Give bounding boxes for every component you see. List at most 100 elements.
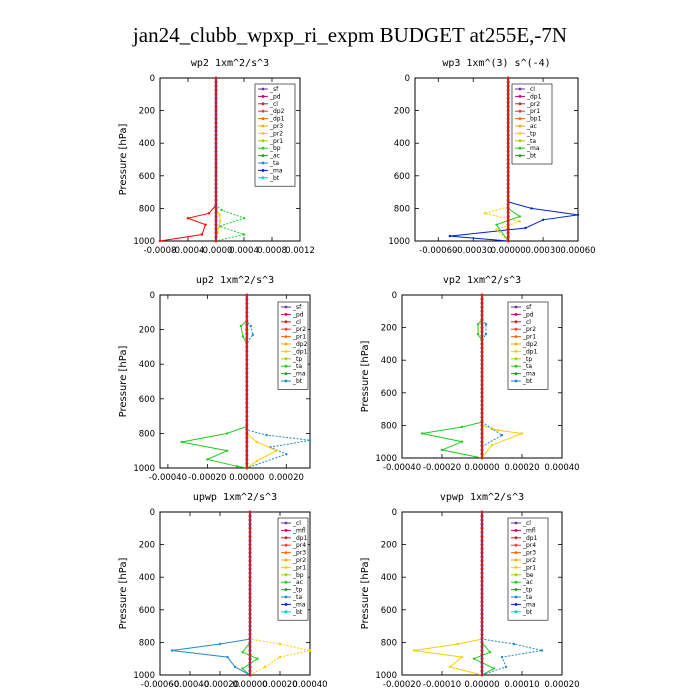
profile-marker [480,375,484,378]
legend-entry: _pr1 [526,108,540,115]
profile-marker [245,427,249,431]
legend-marker [514,536,518,540]
profile-marker [480,514,484,518]
panel-title: wp3 1xm^(3) s^(-4) [442,58,550,69]
legend-marker [514,588,518,591]
profile-marker [214,125,218,129]
legend-marker [284,558,288,562]
profile-marker [214,206,218,210]
legend-marker [261,169,265,172]
profile-marker [248,620,252,624]
x-tick-label: -0.00040 [171,680,209,690]
legend-entry: _ta [526,138,536,145]
profile-marker [480,632,484,636]
profile-marker [245,431,249,435]
profile-marker [214,210,218,214]
series-point [490,443,494,447]
legend-marker [514,603,518,606]
series-line-dp1 [421,295,483,459]
legend-box [507,301,549,390]
profile-marker [214,231,218,235]
legend-marker [514,342,518,346]
y-tick-label: 1000 [133,237,155,247]
profile-marker [245,405,249,409]
legend-marker [514,558,518,562]
plot-frame [159,294,311,469]
y-tick-label: 0 [405,74,410,84]
profile-marker [214,194,218,198]
profile-marker [480,661,484,665]
profile-marker [480,338,484,342]
legend-marker [261,161,265,165]
series-point [496,429,500,432]
profile-marker [506,178,510,182]
series-point [541,218,545,221]
profile-marker [248,612,252,616]
legend-entry: _sf [269,86,279,93]
profile-marker [248,534,252,538]
profile-marker [480,366,484,370]
legend-marker [514,320,518,324]
profile-marker [480,395,484,399]
profile-marker [248,649,252,653]
y-tick-label: 0 [150,508,155,518]
y-axis-label: Pressure [hPa] [118,346,129,418]
y-tick-label: 400 [394,139,410,149]
series-point [225,432,229,435]
profile-marker [506,84,510,88]
profile-marker [245,302,249,306]
profile-marker [506,88,510,92]
legend-box [507,517,549,621]
profile-marker [480,624,484,628]
legend-box [277,301,309,390]
y-tick-label: 800 [139,638,155,648]
y-tick-label: 800 [381,638,397,648]
legend-marker [261,109,265,113]
profile-marker [480,649,484,653]
x-tick-label: 0.00060 [560,246,595,256]
legend-entry: _cl [522,520,531,527]
series-point [226,655,229,659]
profile-marker [248,567,252,571]
legend-entry: _pr1 [292,564,306,571]
legend-marker [261,117,265,120]
y-tick-label: 800 [394,204,410,214]
y-tick-label: 200 [381,324,397,334]
legend-entry: _ma [292,601,306,608]
profile-marker [214,227,218,231]
series-point [476,332,480,336]
profile-marker [248,583,252,587]
x-tick-label: -0.00060 [141,680,179,690]
profile-marker [245,466,249,470]
series-point [460,440,464,443]
profile-marker [480,640,484,644]
legend-marker [284,327,288,331]
profile-marker [506,153,510,157]
legend-marker [261,139,265,143]
legend-entry: _ma [526,145,540,152]
profile-marker [214,215,218,219]
y-tick-label: 200 [139,541,155,551]
legend-entry: _cl [269,101,278,108]
legend-marker [284,350,288,353]
legend-entry: _ma [269,167,283,174]
legend-marker [518,87,522,91]
x-tick-label: 0.00020 [262,680,297,690]
series-point [206,458,209,461]
profile-marker [248,608,252,612]
series-line-dp1 [159,78,217,242]
profile-marker [248,640,252,644]
profile-marker [480,653,484,657]
y-axis-label: Pressure [hPa] [118,124,129,196]
profile-marker [480,354,484,358]
profile-marker [214,133,218,137]
profile-marker [245,380,249,383]
profile-marker [480,411,484,415]
legend-entry: _tp [292,587,302,594]
y-tick-label: 1000 [388,237,410,247]
profile-marker [480,452,484,456]
profile-marker [214,84,218,88]
profile-marker [214,149,218,153]
legend-marker [514,357,518,361]
profile-marker [480,644,484,648]
